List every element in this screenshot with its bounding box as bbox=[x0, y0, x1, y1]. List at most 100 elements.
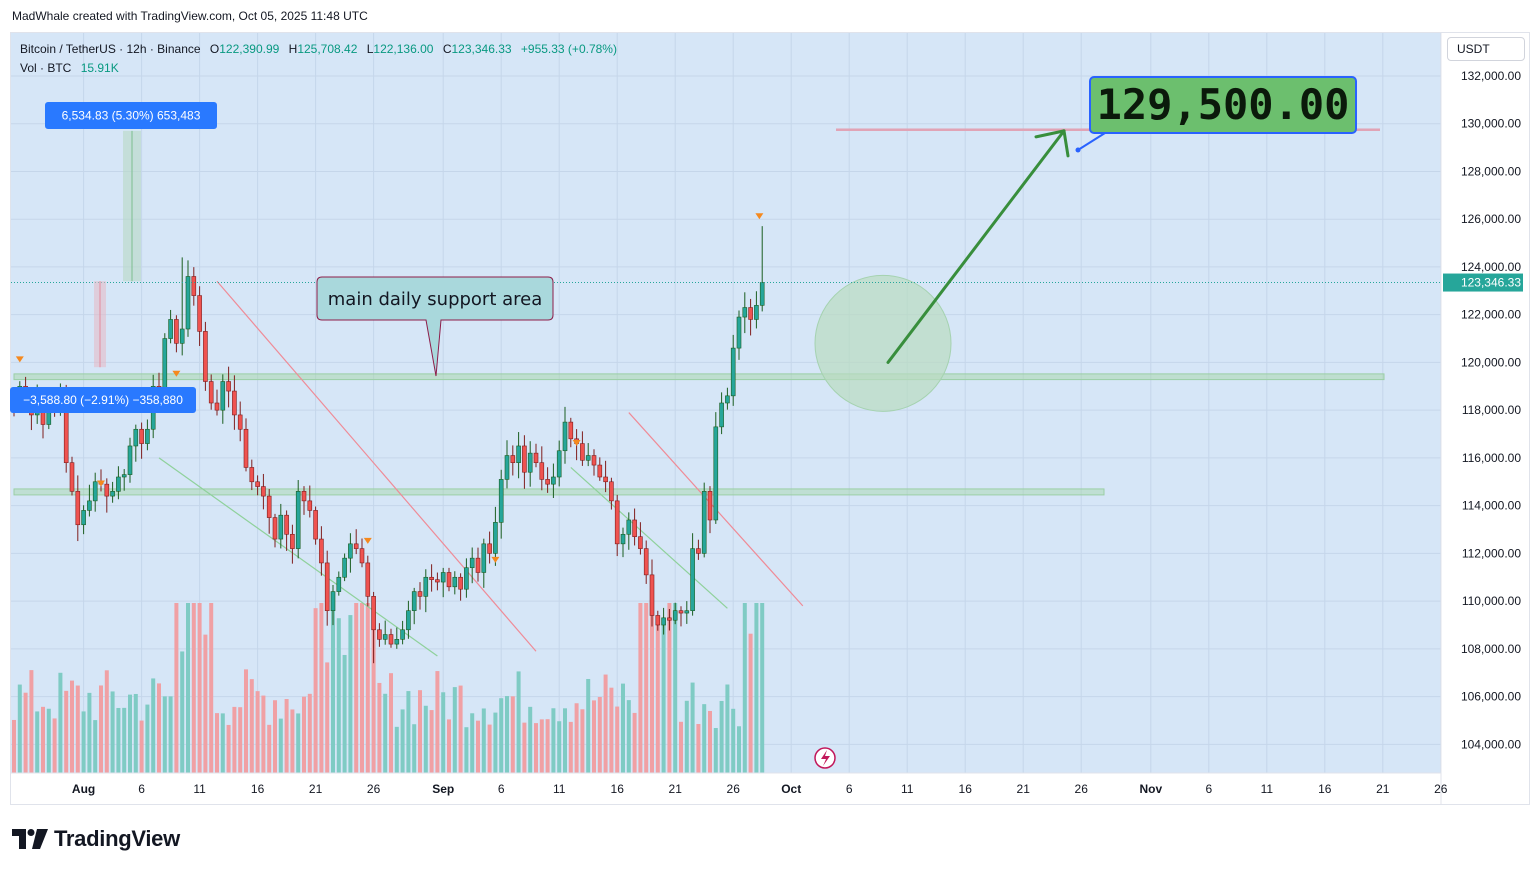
volume-bar bbox=[336, 618, 341, 773]
candle bbox=[145, 428, 150, 444]
currency-selector[interactable]: USDT bbox=[1447, 37, 1525, 61]
candle bbox=[324, 562, 330, 611]
candle bbox=[533, 452, 539, 463]
volume-bar bbox=[760, 603, 765, 773]
time-tick-label: Sep bbox=[432, 782, 454, 796]
volume-bar bbox=[621, 683, 625, 773]
candle bbox=[725, 395, 730, 404]
target-label-box[interactable] bbox=[1089, 76, 1357, 134]
candle bbox=[672, 610, 678, 621]
candle bbox=[133, 428, 139, 447]
trendline-support-2[interactable] bbox=[570, 467, 728, 609]
candle bbox=[266, 495, 272, 518]
candle bbox=[580, 443, 585, 461]
candle bbox=[406, 610, 411, 631]
support-callout[interactable] bbox=[316, 276, 554, 377]
volume-bar bbox=[371, 603, 376, 773]
candle bbox=[336, 576, 342, 592]
volume-bar bbox=[476, 720, 480, 773]
time-tick-label: 21 bbox=[1017, 782, 1031, 796]
volume-bar bbox=[458, 685, 463, 773]
candle bbox=[261, 486, 266, 497]
volume-label[interactable]: Vol · BTC bbox=[20, 61, 72, 75]
time-axis[interactable]: Aug 6 11 16 21 26 Sep 6 11 16 21 26 Oct 6 11 16 21 26 Nov 6… bbox=[10, 772, 1448, 796]
highlight-circle[interactable] bbox=[814, 274, 952, 412]
volume-bar bbox=[493, 712, 498, 773]
candle bbox=[614, 500, 620, 545]
volume-bar bbox=[748, 633, 753, 773]
volume-bar bbox=[151, 678, 156, 773]
volume-bar bbox=[609, 687, 614, 773]
candle bbox=[475, 557, 481, 573]
candle bbox=[127, 445, 133, 475]
support-callout-text: main daily support area bbox=[328, 289, 543, 310]
volume-bar bbox=[661, 624, 666, 773]
candle bbox=[736, 316, 742, 349]
tradingview-logo[interactable]: TradingView bbox=[12, 826, 180, 852]
time-tick-label: 11 bbox=[193, 782, 206, 796]
volume-bar bbox=[737, 726, 741, 773]
time-tick-label: 26 bbox=[727, 782, 741, 796]
volume-bar bbox=[702, 704, 707, 773]
candle bbox=[759, 282, 765, 306]
volume-bar bbox=[145, 704, 150, 773]
time-tick-label: 11 bbox=[901, 782, 914, 796]
volume-bar bbox=[528, 706, 533, 773]
volume-bar bbox=[580, 709, 585, 773]
volume-bar bbox=[261, 695, 266, 773]
low-label: L bbox=[366, 42, 374, 56]
projection-arrow-head bbox=[1034, 129, 1070, 158]
time-tick-label: 21 bbox=[1376, 782, 1390, 796]
tradingview-logo-text: TradingView bbox=[54, 826, 180, 851]
symbol-label[interactable]: Bitcoin / TetherUS · 12h · Binance bbox=[20, 42, 201, 56]
price-tick-label: 128,000.00 bbox=[1461, 164, 1521, 178]
candle bbox=[382, 634, 388, 640]
support-zone-upper[interactable] bbox=[13, 373, 1385, 381]
candle bbox=[371, 596, 376, 631]
volume-bar bbox=[273, 700, 277, 773]
price-axis[interactable]: 104,000.00 106,000.00 108,000.00 110,000.00… bbox=[1440, 32, 1523, 805]
candle bbox=[626, 519, 632, 535]
candle bbox=[643, 548, 649, 576]
candle bbox=[481, 543, 487, 573]
candle bbox=[562, 421, 568, 452]
candle bbox=[121, 474, 127, 478]
candle bbox=[203, 331, 208, 382]
volume-bar bbox=[696, 723, 701, 773]
measure-down-label-box[interactable] bbox=[10, 387, 196, 413]
volume-bar bbox=[116, 707, 121, 773]
candle bbox=[92, 481, 98, 502]
volume-bar bbox=[180, 651, 185, 773]
candle bbox=[359, 548, 365, 564]
candle bbox=[742, 307, 748, 318]
candle bbox=[748, 307, 753, 320]
currency-label: USDT bbox=[1457, 42, 1490, 56]
candle bbox=[388, 634, 394, 645]
volume-bar bbox=[400, 709, 405, 773]
trendline-down-1[interactable] bbox=[216, 280, 537, 652]
candle bbox=[649, 574, 655, 616]
volume-bar bbox=[23, 692, 28, 773]
candle bbox=[423, 576, 429, 597]
candle bbox=[307, 500, 313, 511]
price-tick-label: 112,000.00 bbox=[1462, 546, 1521, 560]
price-tick-label: 132,000.00 bbox=[1461, 69, 1521, 83]
candle bbox=[110, 491, 115, 497]
open-value: 122,390.99 bbox=[219, 42, 280, 56]
target-pointer bbox=[1077, 132, 1106, 151]
volume-bar bbox=[75, 685, 80, 773]
volume-bar bbox=[174, 603, 179, 773]
last-price-tag[interactable] bbox=[1443, 273, 1523, 292]
candle bbox=[342, 557, 347, 578]
measure-up-label-box[interactable] bbox=[45, 102, 217, 129]
price-chart[interactable]: 6,534.83 (5.30%) 653,483 −3,588.80 (−2.91… bbox=[10, 32, 1530, 805]
candle bbox=[348, 543, 353, 559]
time-tick-label: 21 bbox=[309, 782, 323, 796]
price-tick-label: 114,000.00 bbox=[1462, 499, 1521, 513]
volume-bar bbox=[325, 662, 330, 773]
projection-arrow[interactable] bbox=[886, 129, 1066, 364]
volume-bar bbox=[122, 707, 127, 773]
candle bbox=[174, 319, 179, 344]
candle bbox=[377, 629, 382, 640]
support-zone-lower[interactable] bbox=[13, 488, 1105, 496]
